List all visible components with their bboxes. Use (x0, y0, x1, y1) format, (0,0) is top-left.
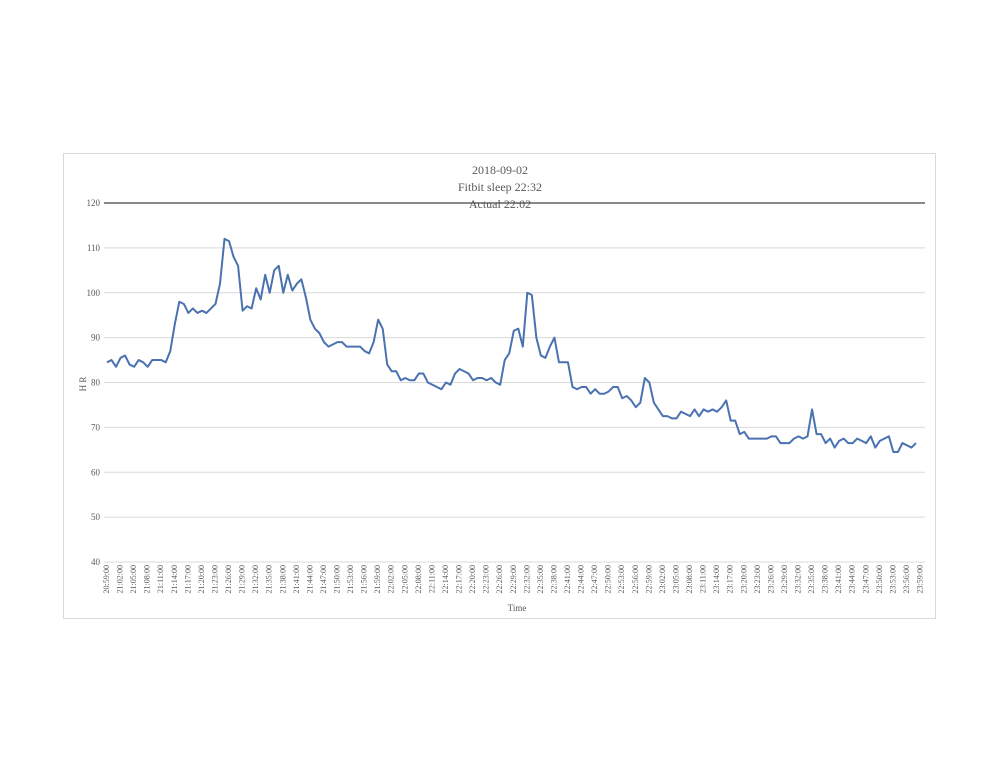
heart-rate-series-line (106, 237, 917, 454)
y-tick-label: 60 (91, 467, 101, 477)
x-tick-label: 22:17:00 (455, 565, 464, 593)
x-tick-label: 23:41:00 (834, 565, 843, 593)
x-tick-label: 22:14:00 (441, 565, 450, 593)
x-tick-label: 22:20:00 (468, 565, 477, 593)
x-tick-label: 23:53:00 (888, 565, 897, 593)
x-tick-label: 21:47:00 (319, 565, 328, 593)
x-tick-label: 22:56:00 (631, 565, 640, 593)
x-tick-label: 21:17:00 (183, 565, 192, 593)
x-tick-label: 22:38:00 (549, 565, 558, 593)
x-tick-label: 23:50:00 (875, 565, 884, 593)
x-tick-label: 21:32:00 (251, 565, 260, 593)
x-tick-label: 22:05:00 (400, 565, 409, 593)
x-tick-label: 22:50:00 (604, 565, 613, 593)
x-tick-label: 22:11:00 (427, 565, 436, 593)
x-tick-label: 21:53:00 (346, 565, 355, 593)
x-tick-label: 23:14:00 (712, 565, 721, 593)
x-tick-label: 23:05:00 (671, 565, 680, 593)
x-tick-label: 22:23:00 (482, 565, 491, 593)
y-tick-label: 90 (91, 333, 101, 343)
x-tick-label: 22:41:00 (563, 565, 572, 593)
x-tick-label: 23:08:00 (685, 565, 694, 593)
x-tick-label: 21:20:00 (197, 565, 206, 593)
y-tick-label: 110 (87, 243, 101, 253)
x-tick-label: 23:32:00 (793, 565, 802, 593)
x-tick-label: 22:47:00 (590, 565, 599, 593)
x-tick-label: 21:02:00 (116, 565, 125, 593)
x-tick-label: 22:08:00 (414, 565, 423, 593)
x-tick-label: 23:23:00 (753, 565, 762, 593)
x-axis-ticks: 20:59:00 21:02:00 21:05:00 21:08:00 21:11:00… (102, 565, 925, 593)
x-tick-label: 21:41:00 (292, 565, 301, 593)
x-tick-label: 21:05:00 (129, 565, 138, 593)
y-axis-title: H R (78, 377, 88, 392)
x-tick-label: 21:08:00 (143, 565, 152, 593)
x-tick-label: 22:44:00 (577, 565, 586, 593)
x-tick-label: 23:26:00 (766, 565, 775, 593)
x-tick-label: 21:11:00 (156, 565, 165, 593)
chart-title-line-2: Fitbit sleep 22:32 (458, 180, 542, 194)
x-tick-label: 22:02:00 (387, 565, 396, 593)
y-axis-ticks: 40 50 60 70 80 90 100 110 120 (87, 198, 101, 567)
x-tick-label: 23:59:00 (916, 565, 925, 593)
x-tick-label: 21:26:00 (224, 565, 233, 593)
x-tick-label: 23:44:00 (848, 565, 857, 593)
chart-title-line-1: 2018-09-02 (472, 163, 528, 177)
y-tick-label: 40 (91, 557, 101, 567)
x-tick-label: 23:02:00 (658, 565, 667, 593)
x-tick-label: 21:14:00 (170, 565, 179, 593)
x-tick-label: 23:29:00 (780, 565, 789, 593)
x-tick-label: 22:53:00 (617, 565, 626, 593)
series-layer (106, 237, 917, 454)
y-tick-label: 50 (91, 512, 101, 522)
x-tick-label: 23:35:00 (807, 565, 816, 593)
x-tick-label: 21:23:00 (210, 565, 219, 593)
gridlines (104, 202, 925, 563)
x-tick-label: 23:20:00 (739, 565, 748, 593)
y-tick-label: 100 (87, 288, 101, 298)
x-tick-label: 21:38:00 (278, 565, 287, 593)
x-tick-label: 21:50:00 (332, 565, 341, 593)
x-tick-label: 21:59:00 (373, 565, 382, 593)
x-tick-label: 22:29:00 (509, 565, 518, 593)
x-tick-label: 22:32:00 (522, 565, 531, 593)
y-tick-label: 80 (91, 378, 101, 388)
x-axis-title: Time (508, 603, 527, 613)
x-tick-label: 23:17:00 (726, 565, 735, 593)
x-tick-label: 22:35:00 (536, 565, 545, 593)
x-tick-label: 23:11:00 (699, 565, 708, 593)
x-tick-label: 22:59:00 (644, 565, 653, 593)
x-tick-label: 21:35:00 (265, 565, 274, 593)
y-tick-label: 120 (87, 198, 101, 208)
x-tick-label: 20:59:00 (102, 565, 111, 593)
x-tick-label: 21:29:00 (238, 565, 247, 593)
y-tick-label: 70 (91, 422, 101, 432)
heart-rate-line-chart: 40 50 60 70 80 90 100 110 120 20:59:00 21:02:00 21… (78, 163, 925, 613)
x-tick-label: 23:47:00 (861, 565, 870, 593)
x-tick-label: 22:26:00 (495, 565, 504, 593)
chart-title-line-3: Actual 22:02 (469, 197, 531, 211)
x-tick-label: 23:56:00 (902, 565, 911, 593)
x-tick-label: 23:38:00 (821, 565, 830, 593)
x-tick-label: 21:56:00 (360, 565, 369, 593)
chart-frame: 40 50 60 70 80 90 100 110 120 20:59:00 21:02:00 21… (63, 153, 936, 619)
x-tick-label: 21:44:00 (305, 565, 314, 593)
